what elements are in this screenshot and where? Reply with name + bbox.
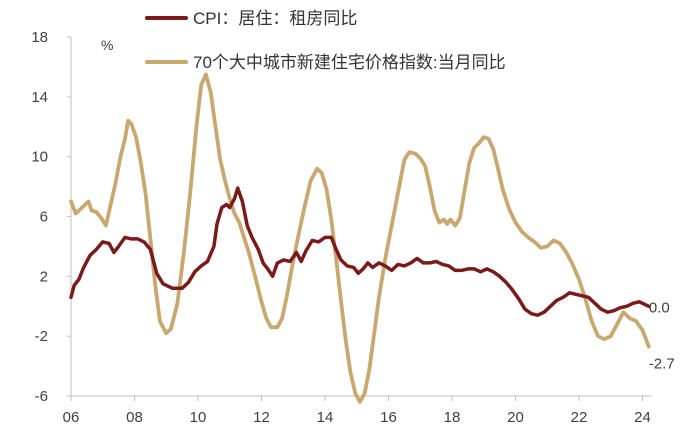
legend-label-housing: 70个大中城市新建住宅价格指数:当月同比 (193, 53, 506, 72)
series-line-cpi (69, 186, 651, 317)
axes: 18 14 10 6 2 -2 -6 06 08 10 12 14 16 18 20 22 24 (31, 29, 652, 426)
y-tick-label: -6 (35, 388, 48, 405)
end-label-housing: -2.7 (649, 356, 675, 373)
x-tick-label: 12 (253, 409, 270, 426)
x-tick-label: 16 (380, 409, 397, 426)
y-tick-label: 6 (40, 209, 48, 226)
unit-label: % (101, 37, 113, 53)
x-tick-label: 14 (317, 409, 334, 426)
x-tick-label: 06 (63, 409, 80, 426)
end-labels: 0.0 -2.7 (649, 299, 675, 372)
end-label-cpi: 0.0 (649, 299, 670, 316)
y-tick-label: 18 (31, 29, 48, 46)
y-tick-label: 10 (31, 149, 48, 166)
y-tick-label: 14 (31, 89, 48, 106)
x-tick-label: 08 (126, 409, 143, 426)
x-tick-label: 24 (634, 409, 651, 426)
y-tick-label: -2 (35, 328, 48, 345)
x-tick-label: 20 (507, 409, 524, 426)
x-tick-label: 22 (571, 409, 588, 426)
x-tick-label: 18 (444, 409, 461, 426)
series-line-housing (69, 72, 651, 404)
y-tick-label: 2 (40, 268, 48, 285)
x-tick-label: 10 (190, 409, 207, 426)
legend-label-cpi: CPI：居住：租房同比 (193, 9, 357, 28)
legend: CPI：居住：租房同比 70个大中城市新建住宅价格指数:当月同比 (145, 9, 506, 72)
series-lines (69, 72, 651, 404)
